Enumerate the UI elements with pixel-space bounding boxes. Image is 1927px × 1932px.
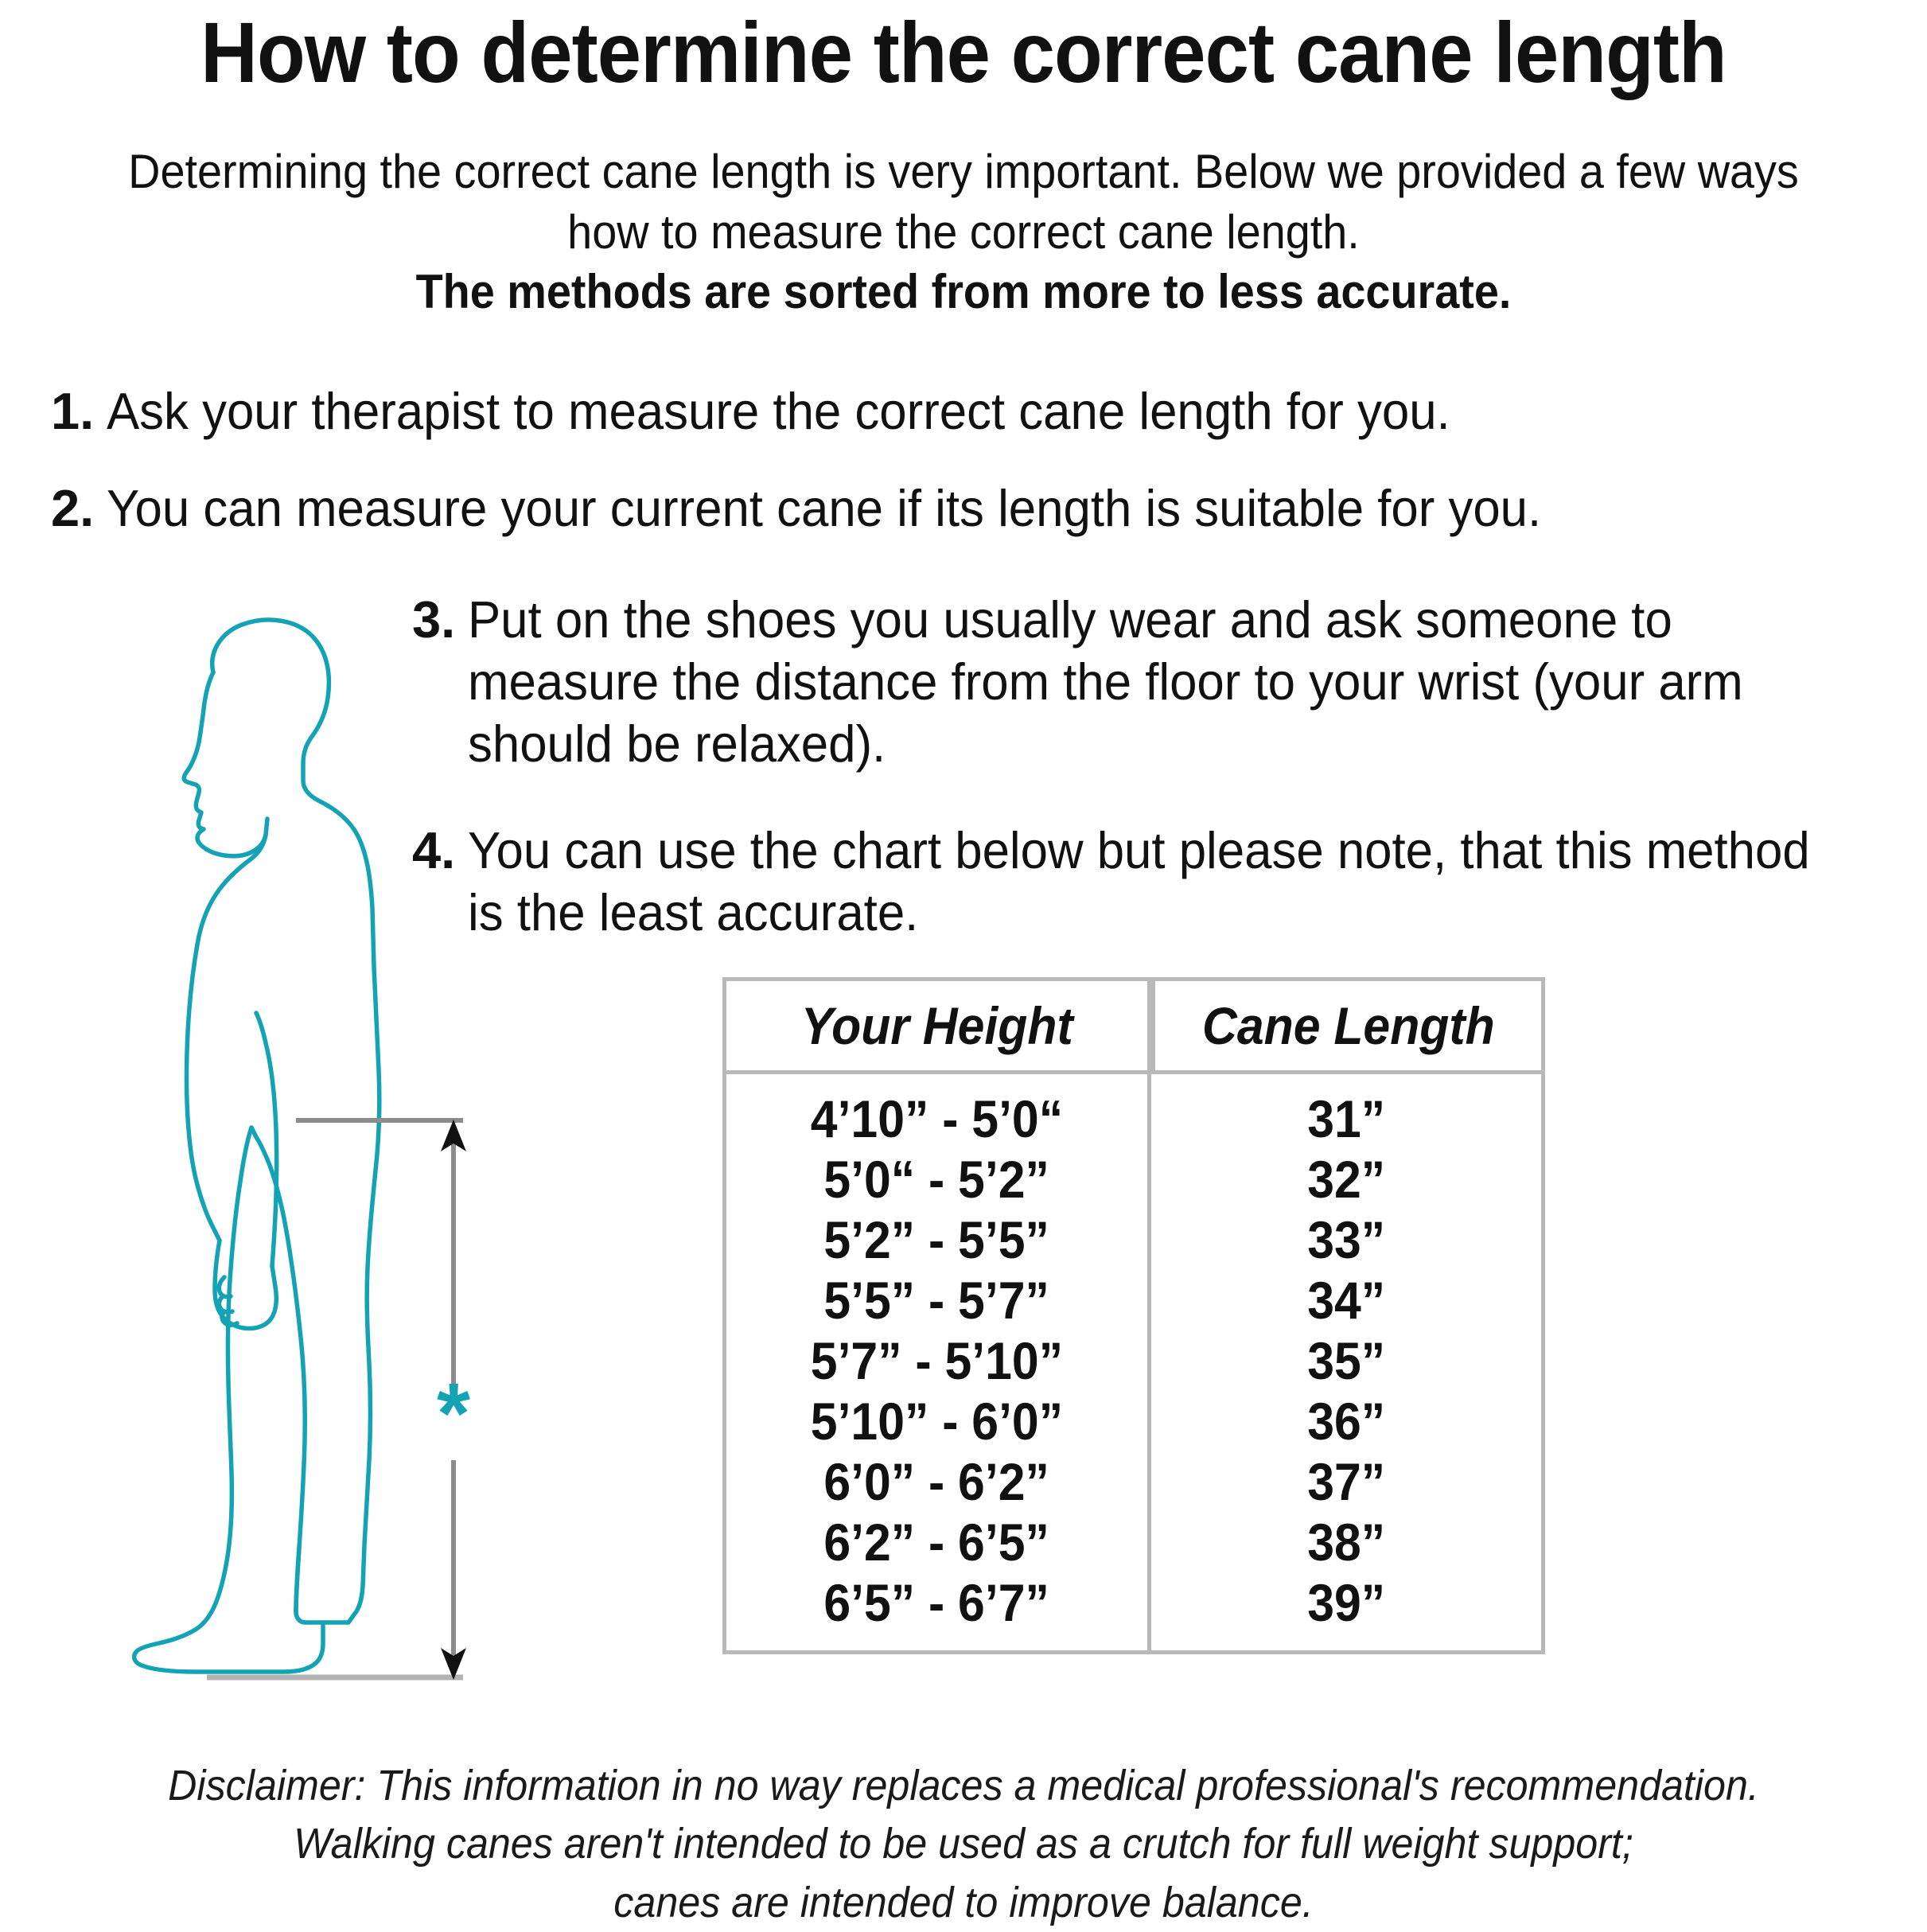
person-hand bbox=[212, 1238, 279, 1331]
cell-height: 6’5” - 6’7” bbox=[722, 1572, 1151, 1654]
cell-height: 6’0” - 6’2” bbox=[722, 1451, 1151, 1512]
cell-cane-length: 36” bbox=[1151, 1391, 1545, 1451]
person-outline-icon bbox=[131, 617, 382, 1674]
intro-line-2: ways how to measure the correct cane len… bbox=[567, 145, 1799, 259]
table-row: 5’7” - 5’10” 35” bbox=[722, 1330, 1545, 1391]
person-body-contour bbox=[131, 617, 382, 1674]
table-header-row: Your Height Cane Length bbox=[722, 977, 1545, 1074]
cell-cane-length: 34” bbox=[1151, 1270, 1545, 1330]
arrowhead-up-icon bbox=[441, 1120, 466, 1151]
person-face-profile bbox=[181, 670, 270, 859]
step-number-1: 1. bbox=[51, 382, 95, 440]
person-finger-2 bbox=[216, 1294, 235, 1315]
column-header-your-height: Your Height bbox=[722, 977, 1151, 1074]
table-row: 6’0” - 6’2” 37” bbox=[722, 1451, 1545, 1512]
intro-paragraph: Determining the correct cane length is v… bbox=[104, 142, 1822, 322]
arrowhead-down-icon bbox=[441, 1648, 466, 1680]
column-header-cane-length: Cane Length bbox=[1151, 977, 1545, 1074]
table-row: 6’2” - 6’5” 38” bbox=[722, 1512, 1545, 1572]
step-number-4: 4. bbox=[412, 821, 456, 879]
intro-line-1: Determining the correct cane length is v… bbox=[128, 145, 1686, 198]
cell-height: 5’7” - 5’10” bbox=[722, 1330, 1151, 1391]
person-finger-1 bbox=[216, 1275, 233, 1299]
cell-cane-length: 33” bbox=[1151, 1209, 1545, 1270]
step-item-1: 1. Ask your therapist to measure the cor… bbox=[51, 380, 1881, 442]
disclaimer-line-2: Walking canes aren't intended to be used… bbox=[294, 1820, 1633, 1868]
disclaimer-line-1: Disclaimer: This information in no way r… bbox=[168, 1762, 1759, 1809]
cell-cane-length: 39” bbox=[1151, 1572, 1545, 1654]
step-item-3: 3. Put on the shoes you usually wear and… bbox=[412, 589, 1900, 775]
table-row: 5’5” - 5’7” 34” bbox=[722, 1270, 1545, 1330]
table-row: 6’5” - 6’7” 39” bbox=[722, 1572, 1545, 1654]
cell-height: 5’2” - 5’5” bbox=[722, 1209, 1151, 1270]
step-item-4: 4. You can use the chart below but pleas… bbox=[412, 820, 1900, 944]
cane-length-table: Your Height Cane Length 4’10” - 5’0“ 31”… bbox=[722, 977, 1545, 1654]
step-text-3: Put on the shoes you usually wear and as… bbox=[468, 590, 1743, 773]
table-row: 4’10” - 5’0“ 31” bbox=[722, 1074, 1545, 1149]
cell-cane-length: 37” bbox=[1151, 1451, 1545, 1512]
cell-height: 5’0“ - 5’2” bbox=[722, 1149, 1151, 1209]
person-arm-inner bbox=[254, 1011, 279, 1268]
body-measurement-illustration: * bbox=[131, 617, 470, 1681]
cell-cane-length: 38” bbox=[1151, 1512, 1545, 1572]
step-item-2: 2. You can measure your current cane if … bbox=[51, 477, 1905, 539]
measurement-asterisk-marker: * bbox=[437, 1365, 470, 1461]
step-text-4: You can use the chart below but please n… bbox=[468, 821, 1810, 941]
disclaimer-text: Disclaimer: This information in no way r… bbox=[112, 1757, 1816, 1932]
step-text-1: Ask your therapist to measure the correc… bbox=[107, 382, 1450, 440]
person-chest-line bbox=[184, 832, 268, 1243]
table-row: 5’10” - 6’0” 36” bbox=[722, 1391, 1545, 1451]
cell-cane-length: 32” bbox=[1151, 1149, 1545, 1209]
cell-height: 4’10” - 5’0“ bbox=[722, 1074, 1151, 1149]
step-text-2: You can measure your current cane if its… bbox=[107, 479, 1542, 537]
step-number-3: 3. bbox=[412, 590, 456, 649]
disclaimer-line-3: canes are intended to improve balance. bbox=[613, 1878, 1314, 1926]
step-number-2: 2. bbox=[51, 479, 95, 537]
cell-cane-length: 35” bbox=[1151, 1330, 1545, 1391]
cell-cane-length: 31” bbox=[1151, 1074, 1545, 1149]
page-title: How to determine the correct cane length bbox=[200, 4, 1727, 100]
cell-height: 5’5” - 5’7” bbox=[722, 1270, 1151, 1330]
table-row: 5’2” - 5’5” 33” bbox=[722, 1209, 1545, 1270]
intro-line-3-emphasis: The methods are sorted from more to less… bbox=[415, 265, 1512, 319]
cell-height: 6’2” - 6’5” bbox=[722, 1512, 1151, 1572]
measurement-arrow: * bbox=[207, 1118, 470, 1681]
person-leg-back bbox=[294, 1545, 308, 1625]
table-row: 5’0“ - 5’2” 32” bbox=[722, 1149, 1545, 1209]
cell-height: 5’10” - 6’0” bbox=[722, 1391, 1151, 1451]
person-finger-3 bbox=[220, 1309, 239, 1327]
